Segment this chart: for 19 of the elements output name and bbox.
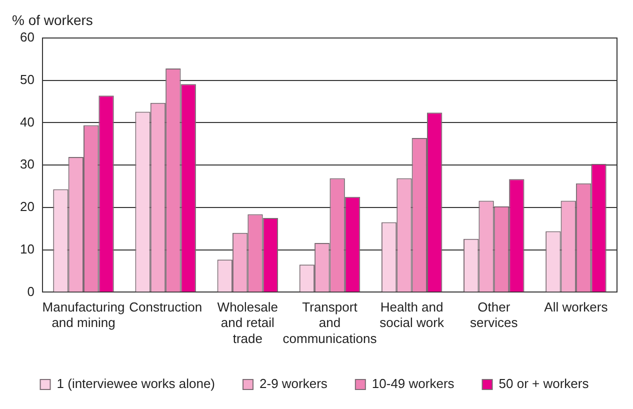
y-tick-label: 40 <box>20 114 34 130</box>
y-tick-label: 30 <box>20 156 34 172</box>
y-axis-title: % of workers <box>12 12 93 28</box>
y-tick-label: 10 <box>20 241 34 256</box>
x-tick-label: All workers <box>544 300 608 315</box>
legend-label: 50 or + workers <box>498 376 590 392</box>
x-tick-label: Wholesale and retail trade <box>217 300 278 346</box>
x-tick-label: Health and social work <box>380 300 444 330</box>
legend-label: 1 (interviewee works alone) <box>56 376 216 392</box>
x-tick-label: Construction <box>129 300 202 315</box>
x-tick-label: Manufacturing and mining <box>42 300 125 330</box>
legend-label: 10-49 workers <box>372 376 455 392</box>
legend-label: 2-9 workers <box>260 376 328 392</box>
y-tick-label: 50 <box>20 72 34 87</box>
x-tick-label: Transport and communications <box>282 300 378 346</box>
y-tick-label: 20 <box>20 199 34 214</box>
y-tick-label: 60 <box>20 30 34 45</box>
x-tick-label: Other services <box>470 300 518 330</box>
y-tick-label: 0 <box>27 284 34 299</box>
